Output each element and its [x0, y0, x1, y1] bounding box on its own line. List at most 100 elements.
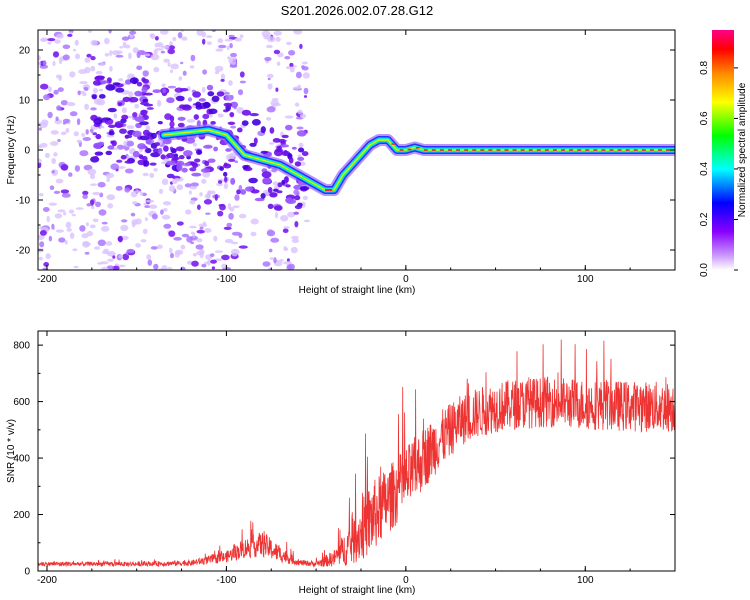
signal-blob	[137, 143, 147, 150]
noise-blob	[283, 246, 288, 252]
noise-blob	[286, 41, 292, 46]
signal-blob	[192, 162, 198, 169]
noise-blob	[224, 38, 233, 42]
y-tick-label: -10	[16, 196, 31, 207]
noise-blob	[121, 107, 127, 114]
noise-blob	[141, 50, 146, 56]
signal-blob	[149, 162, 157, 166]
noise-blob	[221, 254, 230, 261]
noise-blob	[132, 201, 138, 205]
signal-blob	[267, 203, 274, 209]
noise-blob	[162, 201, 172, 206]
noise-blob	[163, 158, 170, 162]
signal-blob	[99, 80, 109, 84]
noise-blob	[202, 38, 206, 45]
noise-blob	[60, 131, 67, 136]
noise-blob	[231, 241, 239, 245]
noise-blob	[206, 41, 212, 45]
noise-blob	[50, 141, 59, 146]
noise-blob	[117, 166, 126, 169]
noise-blob	[292, 86, 302, 90]
signal-blob	[208, 108, 218, 115]
noise-blob	[146, 107, 154, 110]
noise-blob	[132, 112, 138, 118]
noise-blob	[40, 38, 46, 42]
noise-blob	[172, 36, 177, 42]
signal-blob	[179, 155, 185, 160]
noise-blob	[191, 104, 196, 109]
noise-blob	[217, 113, 224, 118]
signal-blob	[223, 102, 233, 107]
x-tick-label: -100	[216, 274, 236, 285]
noise-blob	[161, 214, 171, 220]
signal-blob	[139, 121, 149, 126]
noise-blob	[149, 172, 155, 178]
noise-blob	[276, 61, 281, 66]
noise-blob	[106, 194, 116, 201]
signal-blob	[260, 150, 268, 154]
signal-blob	[143, 92, 153, 96]
noise-blob	[234, 37, 242, 42]
y-tick-label: 10	[19, 96, 31, 107]
noise-blob	[121, 219, 128, 223]
noise-blob	[90, 205, 95, 210]
noise-blob	[203, 261, 210, 265]
noise-blob	[128, 52, 132, 60]
noise-blob	[104, 37, 110, 45]
signal-blob	[279, 144, 290, 148]
noise-blob	[90, 107, 97, 111]
signal-blob	[141, 86, 148, 93]
noise-blob	[302, 195, 309, 201]
noise-blob	[126, 140, 135, 147]
signal-blob	[120, 154, 127, 160]
noise-blob	[150, 246, 158, 250]
y-tick-label: 400	[13, 454, 30, 465]
noise-blob	[82, 194, 88, 199]
noise-blob	[99, 125, 105, 129]
noise-blob	[140, 191, 144, 196]
noise-blob	[146, 254, 152, 261]
noise-blob	[76, 118, 81, 126]
signal-blob	[117, 102, 123, 107]
signal-blob	[204, 160, 210, 166]
noise-blob	[301, 65, 305, 69]
noise-blob	[182, 70, 187, 76]
noise-blob	[284, 56, 291, 60]
noise-blob	[69, 71, 76, 78]
noise-blob	[181, 233, 190, 238]
noise-blob	[39, 192, 44, 197]
noise-blob	[229, 42, 233, 49]
noise-blob	[74, 39, 79, 46]
noise-blob	[48, 235, 53, 242]
noise-blob	[79, 150, 89, 157]
signal-blob	[198, 98, 206, 102]
noise-blob	[126, 248, 135, 254]
signal-blob	[108, 131, 115, 136]
noise-blob	[148, 204, 158, 209]
noise-blob	[217, 210, 224, 217]
noise-blob	[303, 219, 311, 223]
noise-blob	[274, 212, 279, 219]
signal-blob	[195, 101, 202, 108]
noise-blob	[168, 45, 176, 50]
noise-blob	[46, 215, 50, 223]
y-tick-label: 0	[24, 146, 30, 157]
noise-blob	[289, 66, 295, 73]
signal-blob	[203, 145, 213, 149]
noise-blob	[66, 228, 72, 232]
noise-blob	[129, 30, 137, 35]
noise-blob	[288, 50, 296, 56]
signal-blob	[175, 95, 185, 102]
noise-blob	[144, 53, 151, 57]
noise-blob	[215, 48, 224, 52]
snr-ylabel: SNR (10 * v/v)	[6, 419, 17, 483]
noise-blob	[186, 119, 196, 123]
signal-blob	[142, 98, 149, 103]
signal-blob	[119, 128, 127, 134]
noise-blob	[192, 232, 196, 238]
noise-blob	[119, 46, 124, 49]
signal-blob	[206, 84, 214, 91]
signal-blob	[288, 157, 294, 164]
signal-blob	[95, 133, 102, 140]
noise-blob	[97, 262, 104, 265]
